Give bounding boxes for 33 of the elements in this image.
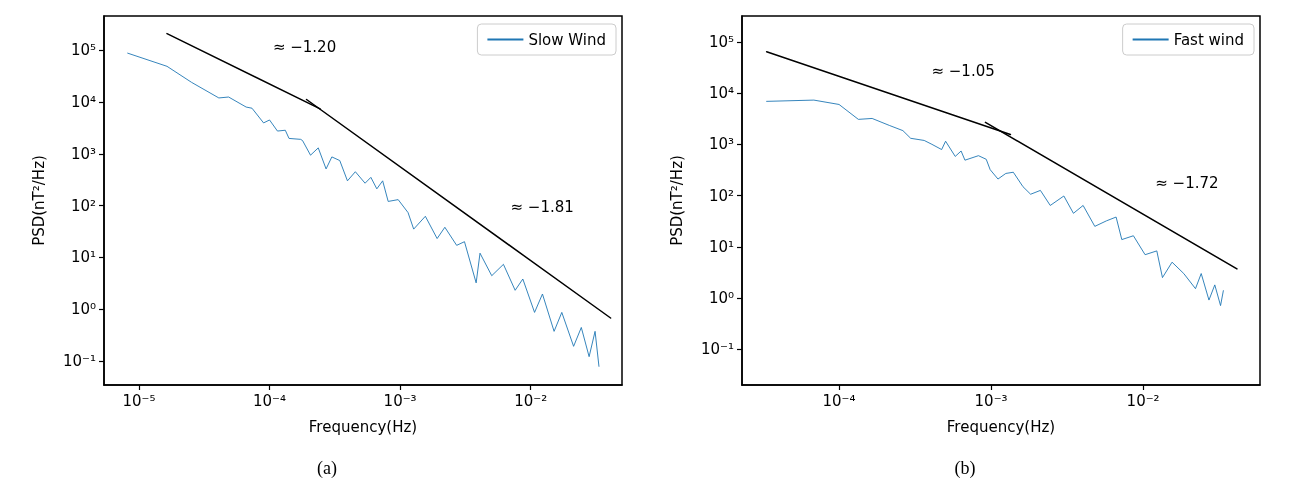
y-tick-label: 10⁵ bbox=[708, 32, 734, 51]
x-tick-label: 10⁻² bbox=[1126, 391, 1160, 410]
legend-label: Fast wind bbox=[1173, 30, 1244, 49]
y-tick-label: 10⁰ bbox=[708, 288, 734, 307]
annotation: ≈ −1.05 bbox=[931, 61, 995, 80]
text: (b) bbox=[954, 458, 976, 479]
x-tick-label: 10⁻² bbox=[514, 391, 548, 410]
y-tick-label: 10³ bbox=[708, 135, 734, 154]
x-axis-title: Frequency(Hz) bbox=[946, 417, 1056, 436]
y-tick-label: 10¹ bbox=[70, 248, 96, 267]
y-tick-label: 10⁵ bbox=[70, 41, 96, 60]
y-tick-label: 10⁰ bbox=[70, 300, 96, 319]
y-axis-title: PSD(nT²/Hz) bbox=[667, 155, 686, 246]
y-axis-title: PSD(nT²/Hz) bbox=[29, 155, 48, 246]
annotation: ≈ −1.81 bbox=[510, 197, 574, 216]
y-tick-label: 10⁻¹ bbox=[62, 351, 96, 370]
x-tick-label: 10⁻⁴ bbox=[822, 391, 856, 410]
y-tick-label: 10³ bbox=[70, 144, 96, 163]
x-tick-label: 10⁻³ bbox=[974, 391, 1008, 410]
y-tick-label: 10² bbox=[708, 186, 734, 205]
legend-label: Slow Wind bbox=[528, 30, 607, 49]
y-tick-label: 10⁴ bbox=[708, 84, 734, 103]
text: (a) bbox=[317, 458, 337, 479]
x-tick-label: 10⁻⁵ bbox=[122, 391, 156, 410]
y-tick-label: 10⁻¹ bbox=[700, 340, 734, 359]
x-axis-title: Frequency(Hz) bbox=[308, 417, 418, 436]
y-tick-label: 10⁴ bbox=[70, 93, 96, 112]
annotation: ≈ −1.72 bbox=[1155, 173, 1219, 192]
annotation: ≈ −1.20 bbox=[272, 38, 337, 57]
y-tick-label: 10¹ bbox=[708, 237, 734, 256]
x-tick-label: 10⁻⁴ bbox=[253, 391, 287, 410]
y-tick-label: 10² bbox=[70, 196, 96, 215]
x-tick-label: 10⁻³ bbox=[383, 391, 417, 410]
